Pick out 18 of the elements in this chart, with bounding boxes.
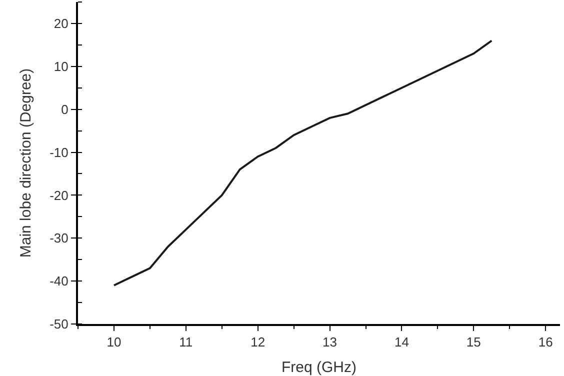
y-axis-title: Main lobe direction (Degree) [17,68,34,258]
x-tick-label: 10 [106,334,122,350]
x-tick-label: 14 [394,334,409,350]
y-tick-label: 10 [54,58,68,74]
x-tick-label: 12 [250,334,266,350]
x-tick-label: 11 [179,334,193,350]
x-tick-label: 15 [466,334,481,350]
x-tick-label: 13 [322,334,338,350]
y-tick-label: -40 [50,274,68,289]
y-tick-label: -50 [50,316,68,332]
x-axis-title: Freq (GHz) [282,359,357,376]
y-tick-label: -30 [50,230,68,246]
y-tick-label: -20 [50,188,68,203]
x-tick-label: 16 [538,334,553,350]
line-series [112,40,493,286]
y-tick-label: 0 [61,102,68,117]
y-tick-label: -10 [50,144,68,160]
y-tick-label: 20 [54,16,68,32]
